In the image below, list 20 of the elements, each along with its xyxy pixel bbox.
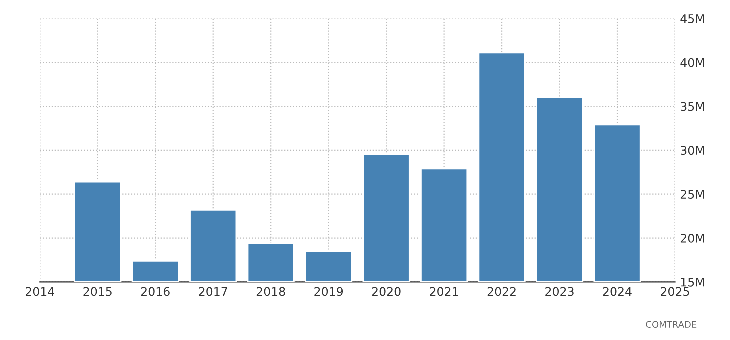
y-tick-label: 30M [681,146,704,156]
x-tick-label: 2017 [199,287,228,296]
x-tick-label: 2022 [488,287,516,296]
x-tick-label: 2018 [256,287,286,296]
x-tick-label: 2020 [372,287,401,296]
x-tick-label: 2025 [661,287,690,296]
y-tick-label: 25M [680,190,704,200]
x-tick-label: 2023 [546,287,574,296]
y-tick-label: 35M [681,102,704,112]
y-tick-label: 20M [680,234,704,243]
y-tick-label: 40M [680,58,704,68]
x-tick-label: 2016 [141,287,170,296]
x-tick-label: 2021 [430,287,458,296]
x-tick-label: 2019 [314,287,344,296]
y-tick-label: 15M [681,278,704,287]
x-tick-label: 2014 [26,287,55,296]
x-tick-label: 2024 [603,287,632,296]
y-tick-label: 45M [680,14,704,24]
text: COMTRADE [646,321,697,328]
x-tick-label: 2015 [84,287,112,296]
